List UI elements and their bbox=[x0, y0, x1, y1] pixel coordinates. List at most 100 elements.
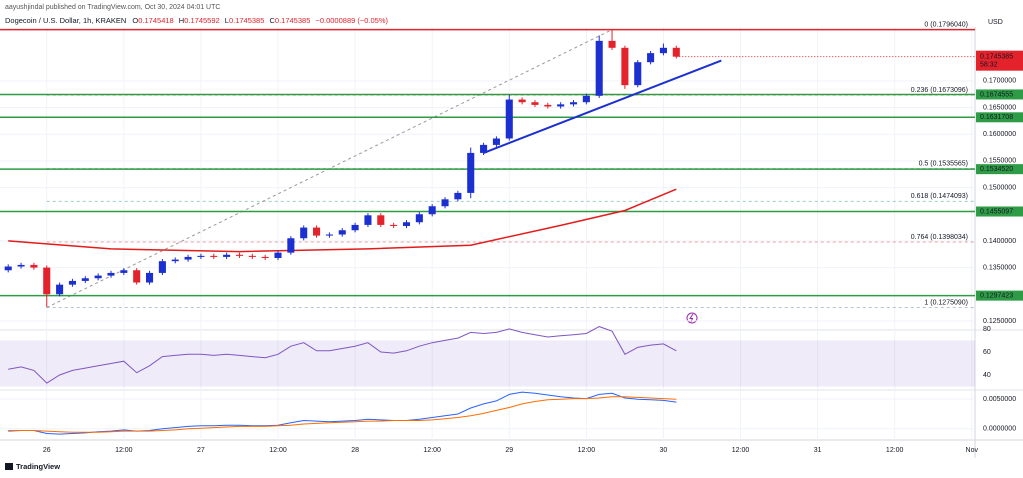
ohlc-key: H bbox=[179, 16, 184, 25]
level-tag bbox=[976, 112, 1023, 123]
fib-label: 0 (0.1796040) bbox=[924, 21, 968, 28]
candle-body bbox=[81, 278, 89, 281]
candle-body bbox=[608, 40, 616, 48]
level-label: 0.1631708 bbox=[980, 114, 1013, 121]
candle-body bbox=[30, 264, 38, 268]
candle-body bbox=[659, 47, 667, 54]
candle-body bbox=[4, 266, 12, 271]
level-tag bbox=[976, 290, 1023, 301]
ohlc-value: 0.1745385 bbox=[275, 16, 310, 25]
y-tick-label: 0.1400000 bbox=[983, 238, 1016, 245]
x-tick-label: 12:00 bbox=[732, 447, 750, 454]
candle-body bbox=[518, 99, 526, 103]
candle-body bbox=[454, 192, 462, 200]
candle-body bbox=[158, 261, 166, 273]
ohlc-value: 0.1745592 bbox=[184, 16, 219, 25]
fib-label: 0.5 (0.1535565) bbox=[919, 160, 968, 167]
candle-body bbox=[325, 234, 333, 236]
candle-body bbox=[390, 224, 398, 226]
ohlc-value: 0.1745385 bbox=[229, 16, 264, 25]
ohlc-value: 0.1745418 bbox=[138, 16, 173, 25]
candle-body bbox=[94, 275, 102, 279]
candle-body bbox=[223, 254, 231, 257]
publisher: aayushjindal published on TradingView.co… bbox=[5, 4, 220, 11]
candle-body bbox=[492, 138, 500, 145]
candle-body bbox=[210, 255, 218, 257]
x-tick-label: 26 bbox=[43, 447, 51, 454]
candle-body bbox=[146, 272, 154, 283]
candle-body bbox=[68, 280, 76, 285]
candle-body bbox=[171, 259, 179, 262]
candle-body bbox=[634, 62, 642, 86]
candle-body bbox=[621, 47, 629, 86]
fib-label: 1 (0.1275090) bbox=[924, 299, 968, 306]
macd-line bbox=[8, 391, 677, 435]
candle-body bbox=[557, 104, 565, 107]
rsi-band bbox=[0, 340, 975, 387]
x-tick-label: 29 bbox=[505, 447, 513, 454]
rsi-tick-label: 80 bbox=[983, 326, 991, 333]
ohlc-key: O bbox=[132, 16, 138, 25]
macd-tick-label: 0.0050000 bbox=[983, 396, 1016, 403]
candle-body bbox=[184, 256, 192, 260]
candle-body bbox=[107, 272, 115, 276]
x-tick-label: 30 bbox=[660, 447, 668, 454]
candle-body bbox=[197, 255, 205, 257]
candle-body bbox=[248, 255, 256, 257]
x-tick-label: 12:00 bbox=[269, 447, 287, 454]
candle-body bbox=[43, 267, 51, 295]
candle-body bbox=[505, 99, 513, 139]
fib-label: 0.764 (0.1398034) bbox=[911, 234, 968, 241]
y-tick-label: 0.1650000 bbox=[983, 104, 1016, 111]
candle-body bbox=[647, 53, 655, 63]
fib-label: 0.618 (0.1474093) bbox=[911, 193, 968, 200]
x-tick-label: 12:00 bbox=[578, 447, 596, 454]
candle-body bbox=[313, 227, 321, 236]
candle-body bbox=[235, 254, 244, 256]
level-tag bbox=[976, 164, 1023, 175]
macd-tick-label: 0.0000000 bbox=[983, 426, 1016, 433]
level-label: 0.1674555 bbox=[980, 91, 1013, 98]
candle-body bbox=[56, 284, 64, 295]
level-tag bbox=[976, 206, 1023, 217]
x-tick-label: 12:00 bbox=[886, 447, 904, 454]
candle-body bbox=[672, 47, 680, 57]
lightning-icon bbox=[686, 312, 698, 324]
candle-body bbox=[274, 252, 282, 258]
candle-body bbox=[467, 152, 475, 193]
level-tag bbox=[976, 89, 1023, 100]
countdown: 58:32 bbox=[980, 62, 998, 69]
y-tick-label: 0.1350000 bbox=[983, 264, 1016, 271]
header: Dogecoin / U.S. Dollar, 1h, KRAKEN O0.17… bbox=[5, 16, 389, 25]
trendline bbox=[483, 59, 722, 154]
candle-body bbox=[287, 238, 295, 253]
candle-body bbox=[569, 102, 578, 105]
candle-body bbox=[402, 222, 411, 226]
y-tick-label: 0.1500000 bbox=[983, 184, 1016, 191]
candle-body bbox=[338, 230, 346, 235]
candle-body bbox=[544, 104, 552, 107]
candle-body bbox=[377, 215, 385, 225]
level-label: 0.1297423 bbox=[980, 292, 1013, 299]
x-tick-label: 12:00 bbox=[115, 447, 133, 454]
candle-body bbox=[415, 214, 423, 223]
candle-body bbox=[120, 270, 128, 273]
candle-body bbox=[441, 199, 449, 207]
current-price-tag bbox=[976, 50, 1023, 71]
candle-body bbox=[428, 206, 436, 215]
candle-body bbox=[351, 224, 359, 231]
currency: USD bbox=[988, 19, 1003, 26]
y-tick-label: 0.1700000 bbox=[983, 78, 1016, 85]
ohlc-key: C bbox=[269, 16, 275, 25]
moving-average bbox=[8, 188, 677, 253]
candle-body bbox=[480, 144, 488, 153]
brand-logo: TradingView bbox=[5, 462, 60, 471]
rsi-line bbox=[8, 326, 677, 384]
x-tick-label: 31 bbox=[814, 447, 822, 454]
fib-label: 0.236 (0.1673096) bbox=[911, 87, 968, 94]
candle-body bbox=[133, 270, 141, 283]
level-label: 0.1534520 bbox=[980, 166, 1013, 173]
candle-body bbox=[364, 215, 372, 225]
